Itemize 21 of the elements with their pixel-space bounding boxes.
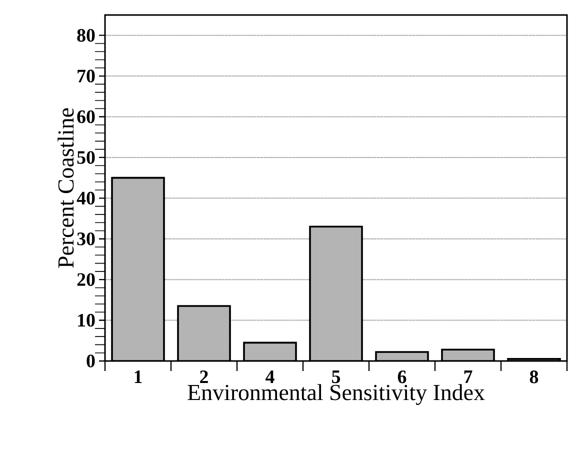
- y-tick-label: 0: [86, 354, 95, 368]
- bar: [310, 226, 362, 361]
- y-axis-title: Percent Coastline: [58, 108, 74, 268]
- x-tick-label: 2: [200, 370, 208, 384]
- x-tick-label: 4: [266, 370, 274, 383]
- y-tick-label: 20: [77, 273, 95, 286]
- y-tick-label: 50: [77, 151, 95, 164]
- x-tick-label: 7: [464, 370, 472, 383]
- x-tick-label: 5: [332, 370, 340, 384]
- y-tick-label: 60: [77, 110, 95, 124]
- x-tick-label: 6: [398, 370, 406, 384]
- y-tick-label: 30: [77, 232, 95, 246]
- y-tick-label: 70: [78, 70, 95, 82]
- y-tick-label: 80: [77, 28, 95, 42]
- x-tick-label: 1: [134, 370, 142, 383]
- y-tick-label: 10: [78, 314, 95, 327]
- y-tick-label: 40: [76, 192, 95, 205]
- bar: [112, 178, 164, 361]
- bar: [178, 306, 230, 361]
- x-axis-title: Environmental Sensitivity Index: [188, 384, 485, 405]
- x-tick-label: 8: [530, 370, 538, 384]
